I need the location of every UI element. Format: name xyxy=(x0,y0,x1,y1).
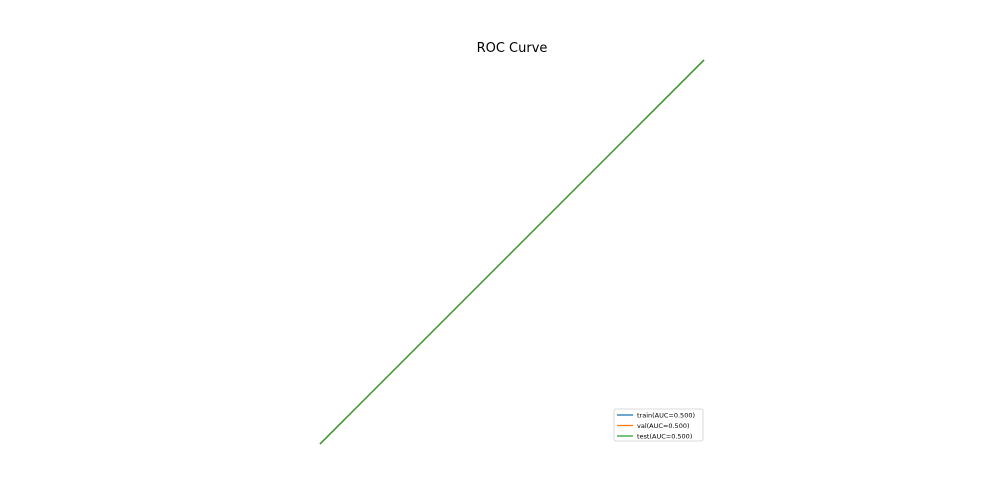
plot-area xyxy=(319,59,705,445)
series-line-2 xyxy=(319,59,705,445)
legend-frame xyxy=(613,408,704,442)
chart-title: ROC Curve xyxy=(477,41,548,56)
legend-label-0: train(AUC=0.500) xyxy=(637,411,695,419)
legend-label-1: val(AUC=0.500) xyxy=(637,422,690,430)
legend: train(AUC=0.500) val(AUC=0.500) test(AUC=0… xyxy=(613,408,704,442)
legend-label-2: test(AUC=0.500) xyxy=(637,432,692,440)
